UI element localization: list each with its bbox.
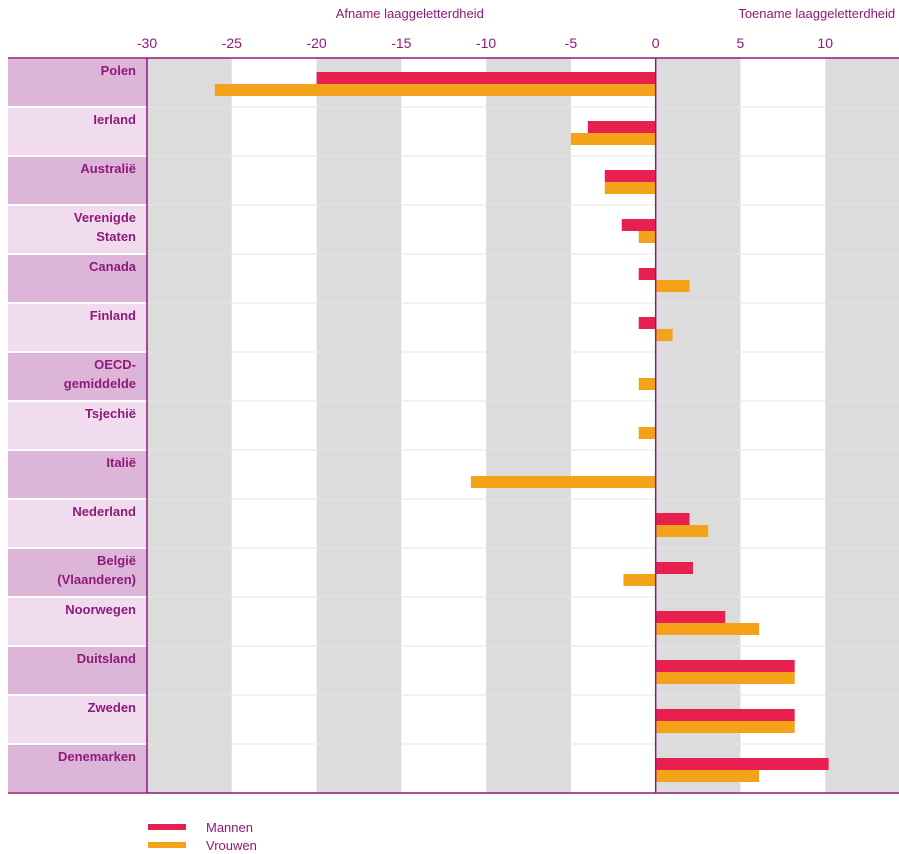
- category-label-ierland-line: Ierland: [93, 112, 136, 127]
- legend-swatch-mannen: [148, 824, 186, 830]
- category-label-belgie-vlaanderen-line: (Vlaanderen): [57, 572, 136, 587]
- bar-mannen-denemarken: [655, 758, 829, 770]
- category-label-noorwegen: Noorwegen: [65, 602, 136, 617]
- category-label-canada: Canada: [89, 259, 137, 274]
- bar-mannen-noorwegen: [655, 611, 726, 623]
- category-label-polen: Polen: [101, 63, 136, 78]
- category-label-oecd-gemiddelde-line: OECD-: [94, 357, 136, 372]
- category-label-oecd-gemiddelde: OECD-gemiddelde: [64, 357, 136, 391]
- header-right-label: Toename laaggeletterdheid: [738, 6, 895, 21]
- category-label-zweden-line: Zweden: [88, 700, 136, 715]
- category-label-italie: Italië: [106, 455, 136, 470]
- x-tick-label: 10: [817, 35, 833, 51]
- x-tick-label: -10: [476, 35, 496, 51]
- category-label-oecd-gemiddelde-line: gemiddelde: [64, 376, 136, 391]
- legend-swatch-vrouwen: [148, 842, 186, 848]
- category-label-finland-line: Finland: [90, 308, 136, 323]
- grid-band: [486, 58, 571, 793]
- bar-vrouwen-verenigde-staten: [638, 231, 656, 243]
- bar-vrouwen-ierland: [570, 133, 656, 145]
- bar-mannen-finland: [638, 317, 656, 329]
- category-band-australie: [8, 157, 147, 204]
- grid-band: [316, 58, 402, 793]
- category-label-finland: Finland: [90, 308, 136, 323]
- category-label-belgie-vlaanderen: België (Vlaanderen): [57, 553, 136, 587]
- x-tick-label: -15: [391, 35, 411, 51]
- x-tick-label: 0: [652, 35, 660, 51]
- category-label-noorwegen-line: Noorwegen: [65, 602, 136, 617]
- category-label-belgie-vlaanderen-line: België: [97, 553, 136, 568]
- category-band-oecd-gemiddelde: [8, 353, 147, 400]
- category-band-noorwegen: [8, 598, 147, 645]
- bar-mannen-belgie-vlaanderen: [655, 562, 693, 574]
- grid-band: [147, 58, 232, 793]
- category-band-belgie-vlaanderen: [8, 549, 147, 596]
- category-label-nederland: Nederland: [72, 504, 136, 519]
- bar-vrouwen-noorwegen: [655, 623, 760, 635]
- category-label-tsjechie-line: Tsjechië: [85, 406, 136, 421]
- legend-item-vrouwen: Vrouwen: [148, 836, 257, 854]
- bar-vrouwen-nederland: [655, 525, 709, 537]
- category-label-ierland: Ierland: [93, 112, 136, 127]
- bar-vrouwen-polen: [214, 84, 656, 96]
- category-label-verenigde-staten: Verenigde Staten: [74, 210, 136, 244]
- category-band-nederland: [8, 500, 147, 547]
- bar-mannen-duitsland: [655, 660, 795, 672]
- bar-mannen-australie: [604, 170, 656, 182]
- bar-vrouwen-denemarken: [655, 770, 760, 782]
- bar-vrouwen-tsjechie: [638, 427, 656, 439]
- bar-vrouwen-zweden: [655, 721, 795, 733]
- category-label-zweden: Zweden: [88, 700, 136, 715]
- category-band-canada: [8, 255, 147, 302]
- bar-vrouwen-duitsland: [655, 672, 795, 684]
- bar-mannen-ierland: [587, 121, 656, 133]
- category-band-zweden: [8, 696, 147, 743]
- category-label-duitsland-line: Duitsland: [77, 651, 136, 666]
- bar-vrouwen-belgie-vlaanderen: [623, 574, 656, 586]
- category-label-denemarken: Denemarken: [58, 749, 136, 764]
- header-left-label: Afname laaggeletterdheid: [336, 6, 484, 21]
- x-tick-label: -5: [565, 35, 578, 51]
- bar-vrouwen-finland: [655, 329, 673, 341]
- bar-vrouwen-italie: [470, 476, 656, 488]
- bar-mannen-canada: [638, 268, 656, 280]
- legend-item-mannen: Mannen: [148, 818, 257, 836]
- legend-label-vrouwen: Vrouwen: [206, 837, 257, 853]
- category-label-denemarken-line: Denemarken: [58, 749, 136, 764]
- bar-vrouwen-canada: [655, 280, 690, 292]
- x-tick-label: 5: [737, 35, 745, 51]
- category-label-australie-line: Australië: [80, 161, 136, 176]
- bar-mannen-verenigde-staten: [621, 219, 656, 231]
- bar-mannen-zweden: [655, 709, 795, 721]
- category-label-tsjechie: Tsjechië: [85, 406, 136, 421]
- category-band-duitsland: [8, 647, 147, 694]
- category-label-australie: Australië: [80, 161, 136, 176]
- category-label-polen-line: Polen: [101, 63, 136, 78]
- x-tick-label: -30: [137, 35, 157, 51]
- bar-mannen-polen: [316, 72, 656, 84]
- category-band-tsjechie: [8, 402, 147, 449]
- chart-legend: Mannen Vrouwen: [148, 818, 257, 854]
- bar-mannen-nederland: [655, 513, 690, 525]
- bar-vrouwen-australie: [604, 182, 656, 194]
- x-tick-label: -25: [222, 35, 242, 51]
- bar-vrouwen-oecd-gemiddelde: [638, 378, 656, 390]
- grid-band: [825, 58, 899, 793]
- category-label-duitsland: Duitsland: [77, 651, 136, 666]
- x-tick-label: -20: [306, 35, 326, 51]
- category-band-finland: [8, 304, 147, 351]
- category-label-verenigde-staten-line: Verenigde: [74, 210, 136, 225]
- category-label-verenigde-staten-line: Staten: [96, 229, 136, 244]
- category-label-canada-line: Canada: [89, 259, 137, 274]
- category-band-ierland: [8, 108, 147, 155]
- category-label-italie-line: Italië: [106, 455, 136, 470]
- category-band-verenigde-staten: [8, 206, 147, 253]
- category-label-nederland-line: Nederland: [72, 504, 136, 519]
- category-band-polen: [8, 59, 147, 106]
- category-band-italie: [8, 451, 147, 498]
- category-band-denemarken: [8, 745, 147, 792]
- legend-label-mannen: Mannen: [206, 819, 253, 835]
